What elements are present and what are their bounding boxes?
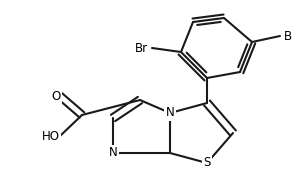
Text: S: S (203, 157, 211, 170)
Text: N: N (166, 107, 174, 120)
Text: HO: HO (42, 130, 60, 143)
Text: N: N (109, 146, 117, 159)
Text: O: O (51, 89, 61, 102)
Text: Br: Br (135, 42, 148, 55)
Text: Br: Br (284, 29, 292, 42)
